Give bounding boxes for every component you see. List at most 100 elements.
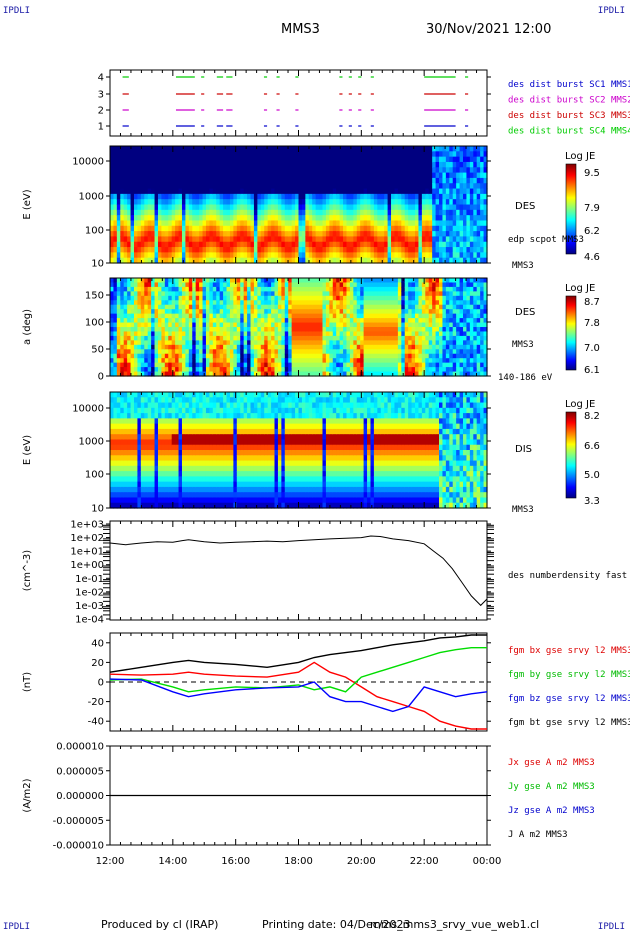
des-pitch-cell <box>315 349 320 355</box>
des-energy-cell <box>411 183 416 190</box>
des-energy-cell <box>188 236 193 243</box>
des-energy-cell <box>408 177 413 184</box>
des-pitch-cell <box>233 327 238 333</box>
des-pitch-cell <box>415 300 420 306</box>
des-energy-cell <box>411 193 416 200</box>
des-energy-cell <box>284 252 289 259</box>
des-pitch-cell <box>373 291 378 297</box>
des-pitch-cell <box>463 349 468 355</box>
des-energy-cell <box>301 183 306 190</box>
des-pitch-cell <box>339 331 344 337</box>
des-pitch-cell <box>226 282 231 288</box>
des-pitch-cell <box>418 278 423 284</box>
des-pitch-cell <box>281 286 286 292</box>
des-energy-cell <box>226 215 231 222</box>
des-energy-cell <box>123 161 128 168</box>
des-energy-cell <box>181 231 186 238</box>
des-energy-cell <box>113 209 118 216</box>
des-pitch-cell <box>463 322 468 328</box>
des-pitch-cell <box>442 291 447 297</box>
des-energy-cell <box>284 177 289 184</box>
des-pitch-cell <box>240 278 245 284</box>
des-energy-cell <box>209 151 214 158</box>
des-energy-cell <box>346 204 351 211</box>
des-energy-cell <box>466 215 471 222</box>
des-pitch-cell <box>257 353 262 359</box>
des-pitch-cell <box>226 362 231 368</box>
des-energy-cell <box>175 151 180 158</box>
des-pitch-cell <box>281 371 286 377</box>
des-energy-cell <box>223 215 228 222</box>
des-energy-cell <box>476 151 481 158</box>
des-energy-cell <box>253 225 258 232</box>
des-energy-cell <box>373 204 378 211</box>
des-pitch-cell <box>428 318 433 324</box>
des-pitch-cell <box>421 340 426 346</box>
des-pitch-cell <box>319 291 324 297</box>
des-energy-cell <box>315 215 320 222</box>
des-pitch-cell <box>116 286 121 292</box>
des-energy-cell <box>195 204 200 211</box>
des-energy-cell <box>373 257 378 264</box>
des-pitch-cell <box>229 286 234 292</box>
des-energy-cell <box>425 199 430 206</box>
des-pitch-cell <box>253 340 258 346</box>
des-pitch-cell <box>349 349 354 355</box>
des-pitch-cell <box>260 304 265 310</box>
des-energy-cell <box>425 231 430 238</box>
des-pitch-cell <box>312 340 317 346</box>
des-pitch-cell <box>401 353 406 359</box>
des-pitch-cell <box>370 300 375 306</box>
des-pitch-cell <box>260 335 265 341</box>
des-pitch-cell <box>233 318 238 324</box>
des-energy-cell <box>456 151 461 158</box>
des-pitch-cell <box>274 371 279 377</box>
des-pitch-cell <box>116 300 121 306</box>
des-pitch-cell <box>356 295 361 301</box>
des-pitch-cell <box>425 291 430 297</box>
des-energy-cell <box>247 156 252 163</box>
des-energy-cell <box>253 241 258 248</box>
des-energy-cell <box>185 209 190 216</box>
des-energy-cell <box>349 188 354 195</box>
des-pitch-cell <box>240 344 245 350</box>
des-pitch-cell <box>308 300 313 306</box>
des-pitch-cell <box>329 295 334 301</box>
des-energy-cell <box>151 188 156 195</box>
des-energy-cell <box>274 172 279 179</box>
des-energy-cell <box>404 183 409 190</box>
des-pitch-cell <box>322 340 327 346</box>
des-energy-cell <box>120 172 125 179</box>
des-energy-cell <box>397 199 402 206</box>
des-pitch-cell <box>332 349 337 355</box>
des-pitch-cell <box>463 327 468 333</box>
des-energy-cell <box>192 247 197 253</box>
des-pitch-cell <box>288 362 293 368</box>
des-pitch-cell <box>236 367 241 373</box>
des-energy-cell <box>181 188 186 195</box>
des-energy-cell <box>370 167 375 174</box>
des-energy-cell <box>370 215 375 222</box>
des-pitch-cell <box>250 349 255 355</box>
des-energy-cell <box>428 236 433 243</box>
des-energy-cell <box>295 199 300 206</box>
des-energy-cell <box>243 241 248 248</box>
des-pitch-cell <box>157 291 163 297</box>
des-energy-cell <box>185 241 190 248</box>
des-pitch-cell <box>343 278 348 284</box>
des-energy-cell <box>253 183 258 190</box>
des-pitch-cell <box>178 282 183 288</box>
des-energy-cell <box>216 161 221 168</box>
des-energy-cell <box>271 231 276 238</box>
des-pitch-cell <box>452 362 457 368</box>
des-pitch-cell <box>415 349 420 355</box>
des-pitch-cell <box>185 349 190 355</box>
des-pitch-cell <box>466 331 471 337</box>
des-energy-cell <box>336 161 341 168</box>
des-pitch-cell <box>404 362 409 368</box>
des-pitch-cell <box>140 362 145 368</box>
des-energy-cell <box>144 252 149 259</box>
des-pitch-cell <box>291 278 296 284</box>
des-pitch-cell <box>291 282 296 288</box>
des-pitch-cell <box>175 278 180 284</box>
